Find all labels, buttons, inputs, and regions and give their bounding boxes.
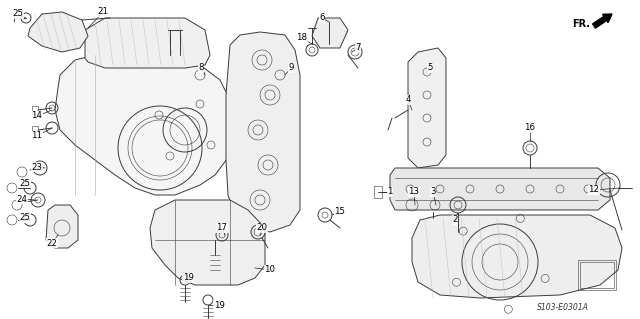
Text: 17: 17 [216, 224, 227, 233]
Bar [580, 262, 614, 288]
Text: 5: 5 [428, 63, 433, 72]
Text: 20: 20 [257, 224, 268, 233]
Text: 22: 22 [47, 239, 58, 248]
Polygon shape [150, 200, 265, 285]
Text: 19: 19 [182, 273, 193, 283]
Text: 23: 23 [31, 162, 42, 172]
Polygon shape [412, 215, 622, 298]
Text: 2: 2 [452, 216, 458, 225]
Text: 24: 24 [17, 195, 28, 204]
Text: 15: 15 [335, 207, 346, 217]
Text: 6: 6 [319, 13, 324, 23]
Text: 4: 4 [405, 95, 411, 105]
Text: 12: 12 [589, 186, 600, 195]
Polygon shape [55, 55, 230, 195]
Polygon shape [390, 168, 610, 210]
Polygon shape [312, 18, 348, 48]
Text: 25: 25 [19, 179, 31, 188]
Polygon shape [226, 32, 300, 232]
Text: 8: 8 [198, 63, 204, 72]
Text: 18: 18 [296, 33, 307, 42]
Text: 10: 10 [264, 265, 275, 275]
Bar [450, 232, 466, 252]
Text: 1: 1 [387, 188, 393, 197]
Bar [374, 186, 382, 198]
Text: 3: 3 [430, 188, 436, 197]
Text: 16: 16 [525, 123, 536, 132]
Bar [32, 106, 38, 114]
Text: 13: 13 [408, 188, 419, 197]
Text: 25: 25 [13, 10, 24, 19]
Bar [32, 126, 38, 134]
Polygon shape [85, 18, 210, 68]
Polygon shape [28, 12, 88, 52]
Text: 25: 25 [19, 213, 31, 222]
Text: S103-E0301A: S103-E0301A [537, 303, 589, 313]
Text: 7: 7 [355, 43, 361, 53]
Polygon shape [408, 48, 446, 168]
Bar [578, 260, 616, 290]
FancyArrow shape [593, 14, 612, 28]
Text: 11: 11 [31, 131, 42, 140]
Text: 19: 19 [214, 300, 225, 309]
Text: 9: 9 [288, 63, 294, 72]
Polygon shape [46, 205, 78, 248]
Text: 14: 14 [31, 112, 42, 121]
Text: FR.: FR. [572, 19, 590, 29]
Text: 21: 21 [97, 8, 109, 17]
